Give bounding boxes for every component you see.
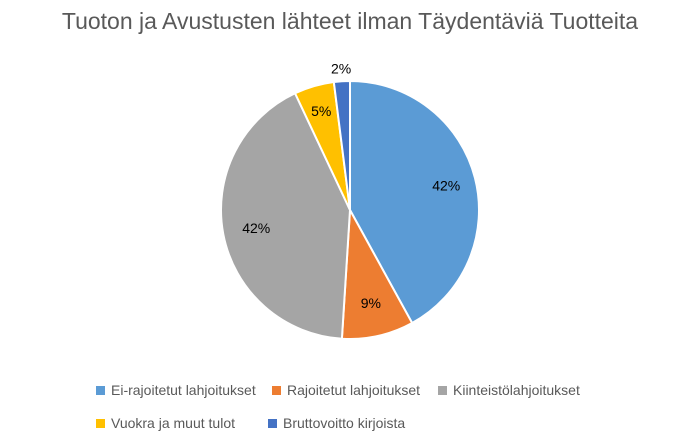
legend-swatch: [96, 385, 105, 395]
legend-swatch: [438, 385, 447, 395]
pie-slice-5: [332, 79, 351, 211]
legend-label: Bruttovoitto kirjoista: [283, 415, 406, 431]
data-label-3: 42%: [242, 220, 270, 236]
chart-title: Tuoton ja Avustusten lähteet ilman Täyde…: [61, 8, 639, 34]
data-label-2: 9%: [361, 295, 381, 311]
legend-item-1: Ei-rajoitetut lahjoitukset: [96, 382, 256, 398]
pie-slice-1: [349, 79, 480, 325]
legend-swatch: [272, 385, 281, 395]
legend-label: Ei-rajoitetut lahjoitukset: [111, 382, 256, 398]
legend-label: Rajoitetut lahjoitukset: [287, 382, 421, 398]
legend-item-3: Kiinteistölahjoitukset: [438, 382, 580, 398]
legend-swatch: [96, 418, 105, 428]
legend-item-2: Rajoitetut lahjoitukset: [272, 382, 420, 398]
data-label-5: 2%: [331, 60, 351, 76]
data-label-1: 42%: [432, 177, 460, 193]
data-label-4: 5%: [311, 103, 331, 119]
legend-label: Vuokra ja muut tulot: [111, 415, 235, 431]
legend-item-5: Bruttovoitto kirjoista: [268, 415, 405, 431]
legend-swatch: [268, 418, 277, 428]
legend-item-4: Vuokra ja muut tulot: [96, 415, 235, 431]
pie-slice-3: [220, 91, 352, 340]
legend-label: Kiinteistölahjoitukset: [453, 382, 580, 398]
